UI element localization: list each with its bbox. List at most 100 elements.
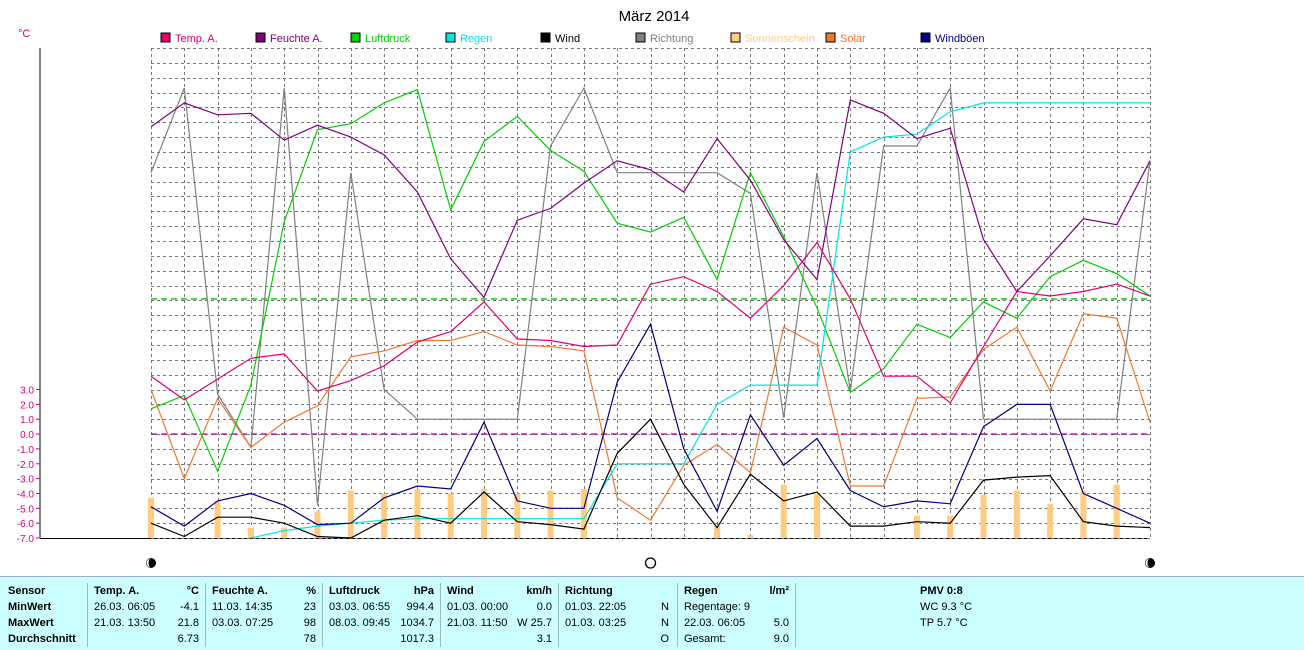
sunshine-bar	[714, 526, 721, 538]
y-axis-ticks: 3.0 2.0 1.0 0.0 -1.0 -2.0 -3.0 -4.0 -5.0 -6.0 -7.0	[17, 386, 40, 545]
sunshine-bar	[580, 489, 587, 538]
temp-avg: 6.73	[177, 633, 199, 645]
feuchte-min-value: 23	[303, 601, 316, 613]
regen-max-value: 5.0	[773, 617, 789, 629]
stats-col-wind: Wind km/h 01.03. 00:00 0.0 21.03. 11:50 …	[441, 583, 559, 647]
sunshine-bar	[547, 490, 554, 538]
legend-swatch	[635, 32, 646, 43]
temp-max-time: 21.03. 13:50	[94, 617, 156, 629]
sunshine-bar	[247, 527, 254, 538]
richtung-max-value: N	[661, 617, 669, 629]
legend-label: Sonnenschein	[745, 33, 815, 45]
luftdruck-unit: hPa	[413, 585, 434, 597]
richtung-avg: O	[660, 633, 669, 645]
sunshine-bar	[980, 494, 987, 538]
feuchte-unit: %	[306, 585, 316, 597]
luftdruck-min-time: 03.03. 06:55	[329, 601, 391, 613]
wind-max-value: W 25.7	[517, 617, 552, 629]
sunshine-bar	[947, 515, 954, 538]
temp-max-value: 21.8	[177, 617, 199, 629]
y-tick-label: -6.0	[17, 519, 35, 530]
legend-label: Feuchte A.	[270, 33, 323, 45]
wind-avg: 3.1	[536, 633, 552, 645]
luftdruck-max-value: 1034.7	[400, 617, 434, 629]
temp-min-value: -4.1	[180, 601, 199, 613]
luftdruck-header: Luftdruck	[329, 585, 380, 597]
stats-col-sensor: Sensor MinWert MaxWert Durchschnitt	[0, 583, 88, 647]
legend-swatch	[445, 32, 456, 43]
stats-col-richtung: Richtung 01.03. 22:05 N 01.03. 03:25 N O	[559, 583, 678, 647]
sunshine-bar	[481, 489, 487, 538]
regen-regentage: Regentage: 9	[684, 601, 751, 613]
legend-label: Windböen	[935, 33, 985, 45]
stats-row-avg: Durchschnitt	[8, 633, 76, 645]
sunshine-bar	[414, 489, 421, 538]
series-line-regen	[250, 102, 1150, 539]
series-line-feuchte	[150, 99, 1151, 299]
regen-unit: l/m²	[769, 585, 789, 597]
chart-area: März 2014 °C Temp. A. Feuchte A. Luftdruck…	[17, 8, 1155, 569]
legend-label: Luftdruck	[365, 33, 411, 45]
sunshine-bar	[514, 493, 521, 538]
y-axis-unit: °C	[18, 28, 30, 40]
richtung-min-value: N	[661, 601, 669, 613]
sunshine-bar	[447, 493, 454, 538]
sunshine-bar	[913, 515, 920, 538]
sunshine-bar	[381, 493, 388, 538]
stats-col-feuchte: Feuchte A. % 11.03. 14:35 23 03.03. 07:2…	[206, 583, 323, 647]
series-line-luftdruck	[150, 88, 1151, 473]
sunshine-bar	[1113, 484, 1120, 538]
luftdruck-min-value: 994.4	[406, 601, 434, 613]
pmv-tp: TP 5.7 °C	[920, 617, 968, 629]
temp-min-time: 26.03. 06:05	[94, 601, 156, 613]
sunshine-bar	[281, 527, 288, 538]
chart-title: März 2014	[619, 8, 690, 25]
sunshine-bar	[347, 490, 354, 538]
sunshine-bar	[780, 484, 787, 538]
sunshine-bars	[148, 484, 1120, 538]
full-moon-icon	[644, 557, 657, 569]
sunshine-bar	[148, 497, 154, 538]
stats-sensor-header: Sensor	[8, 585, 46, 597]
richtung-max-time: 01.03. 03:25	[565, 617, 627, 629]
richtung-min-time: 01.03. 22:05	[565, 601, 627, 613]
legend-swatch	[825, 32, 836, 43]
moon-crescent	[146, 558, 151, 568]
richtung-header: Richtung	[565, 585, 613, 597]
wind-header: Wind	[447, 585, 474, 597]
sunshine-bar	[1013, 490, 1020, 538]
y-tick-label: 2.0	[20, 400, 34, 411]
legend-swatch	[160, 32, 171, 43]
moon-crescent	[1145, 558, 1150, 568]
legend-label: Wind	[555, 33, 580, 45]
grid	[39, 48, 1151, 539]
feuchte-avg: 78	[303, 633, 316, 645]
sunshine-bar	[1047, 503, 1054, 538]
y-tick-label: -5.0	[17, 504, 35, 515]
y-tick-label: -4.0	[17, 489, 35, 500]
wind-min-time: 01.03. 00:00	[447, 601, 509, 613]
feuchte-min-time: 11.03. 14:35	[212, 601, 273, 613]
legend-swatch	[255, 32, 266, 43]
legend-label: Richtung	[650, 33, 693, 45]
sunshine-bar	[814, 493, 820, 538]
pmv-header: PMV 0:8	[920, 585, 963, 597]
y-tick-label: -2.0	[17, 460, 35, 471]
stats-col-temp: Temp. A. °C 26.03. 06:05 -4.1 21.03. 13:…	[88, 583, 206, 647]
legend: Temp. A. Feuchte A. Luftdruck Regen Wind Rich…	[160, 32, 985, 45]
legend-label: Solar	[840, 33, 866, 45]
legend-label: Regen	[460, 33, 492, 45]
stats-row-max: MaxWert	[8, 617, 54, 629]
weather-chart: März 2014 °C Temp. A. Feuchte A. Luftdruck…	[17, 8, 1155, 569]
sunshine-bar	[1080, 490, 1087, 538]
series-line-solar	[150, 313, 1151, 522]
feuchte-max-time: 03.03. 07:25	[212, 617, 274, 629]
wind-min-value: 0.0	[536, 601, 552, 613]
legend-swatch	[920, 32, 931, 43]
wind-max-time: 21.03. 11:50	[447, 617, 508, 629]
stats-row-min: MinWert	[8, 601, 52, 613]
regen-gesamt-label: Gesamt:	[684, 633, 726, 645]
y-tick-label: 1.0	[20, 415, 34, 426]
luftdruck-max-time: 08.03. 09:45	[329, 617, 391, 629]
series-line-windboeen	[150, 322, 1151, 527]
